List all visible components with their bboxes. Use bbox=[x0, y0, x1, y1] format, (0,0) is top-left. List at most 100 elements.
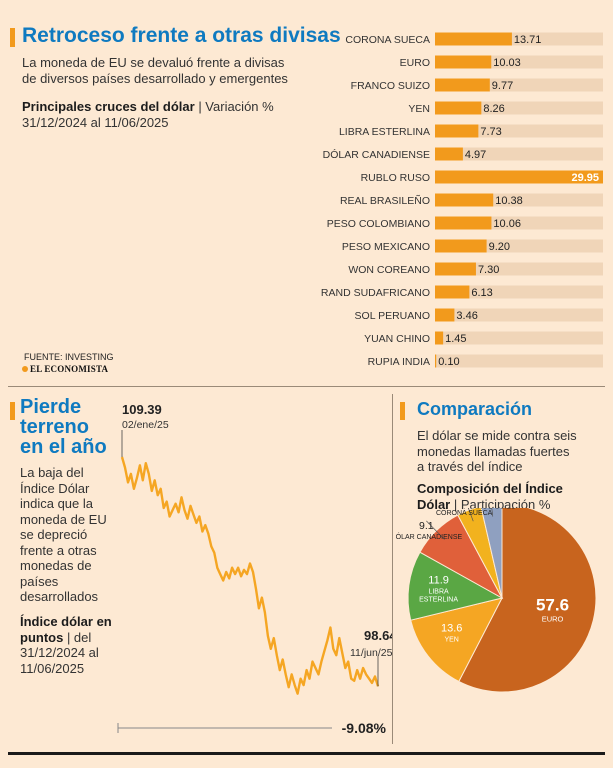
bar-value-label: 10.03 bbox=[493, 57, 521, 69]
pie-slice bbox=[407, 551, 504, 621]
pie-category-label: EURO bbox=[542, 614, 564, 623]
source-label: FUENTE: INVESTING bbox=[24, 352, 114, 362]
infographic-frame bbox=[8, 8, 605, 755]
pie-slice bbox=[410, 597, 503, 683]
currency-bar-chart: CORONA SUECA 13.71 EURO 10.03 FRANCO SUIZO 9.… bbox=[321, 32, 603, 368]
section1-subtitle-rest: | Variación % bbox=[194, 99, 274, 114]
bar bbox=[435, 147, 463, 161]
bar-category-label: DÓLAR CANADIENSE bbox=[323, 148, 430, 161]
bar-category-label: PESO MEXICANO bbox=[342, 241, 430, 253]
bar-track bbox=[435, 331, 603, 345]
divider-horizontal bbox=[8, 386, 605, 387]
bar-value-label: 9.20 bbox=[489, 241, 510, 253]
bar bbox=[435, 101, 482, 115]
pie-category-label: YEN bbox=[444, 637, 458, 644]
bar-category-label: SOL PERUANO bbox=[355, 310, 430, 322]
pie-category-label: ESTERLINA bbox=[419, 596, 458, 603]
bar-value-label: 8.26 bbox=[483, 103, 504, 115]
logo-text: EL ECONOMISTA bbox=[30, 364, 109, 374]
bar-category-label: WON COREANO bbox=[348, 264, 430, 276]
start-date-label: 02/ene/25 bbox=[122, 419, 169, 431]
bar bbox=[435, 354, 437, 368]
bar bbox=[435, 124, 479, 138]
bar-category-label: RUBLO RUSO bbox=[361, 172, 430, 184]
accent-bar-1 bbox=[10, 28, 15, 47]
bar bbox=[435, 331, 444, 345]
section2-description: La baja del Índice Dólar indica que la m… bbox=[20, 465, 107, 604]
bar-category-label: YUAN CHINO bbox=[364, 333, 430, 345]
section1-subtitle: Principales cruces del dólar | Variación… bbox=[22, 99, 290, 130]
bar-value-label: 1.45 bbox=[445, 333, 466, 345]
section3-title: Comparación bbox=[417, 399, 533, 419]
bar bbox=[435, 239, 487, 253]
section3-description: El dólar se mide contra seis monedas lla… bbox=[417, 428, 577, 474]
pie-slice bbox=[480, 508, 503, 599]
pie-category-label: DÓLAR CANADIENSE bbox=[396, 532, 462, 541]
pie-leader-line bbox=[426, 520, 445, 540]
bar bbox=[435, 78, 490, 92]
section3-subtitle-bold: Composición del Índice Dólar bbox=[417, 481, 563, 512]
accent-bar-3 bbox=[400, 402, 405, 420]
pie-category-label: FRANCO SUIZO bbox=[463, 508, 516, 511]
bar-value-label: 29.95 bbox=[571, 172, 599, 184]
bar-category-label: FRANCO SUIZO bbox=[351, 80, 430, 92]
pie-value-label: 11.9 bbox=[428, 574, 449, 586]
end-date-label: 11/jun/25 bbox=[350, 647, 392, 659]
bar-value-label: 10.06 bbox=[493, 218, 521, 230]
section2-subtitle-rest: | del 31/12/2024 al 11/06/2025 bbox=[20, 629, 99, 676]
publisher-logo: EL ECONOMISTA bbox=[22, 364, 108, 374]
accent-bar-2 bbox=[10, 402, 15, 420]
bar-value-label: 6.13 bbox=[471, 287, 492, 299]
bar-value-label: 7.73 bbox=[480, 126, 501, 138]
section2-subtitle-bold: Índice dólar en puntos bbox=[20, 614, 112, 645]
bar-value-label: 4.97 bbox=[465, 149, 486, 161]
pie-leader-line bbox=[491, 508, 494, 517]
bar-track bbox=[435, 262, 603, 276]
pie-value-label: 9.1 bbox=[419, 520, 434, 532]
bar-value-label: 3.46 bbox=[456, 310, 477, 322]
end-value-label: 98.64 bbox=[364, 628, 392, 643]
bar bbox=[435, 262, 476, 276]
bar bbox=[435, 216, 492, 230]
bar-category-label: PESO COLOMBIANO bbox=[327, 218, 430, 230]
line-series bbox=[120, 456, 380, 695]
bar-track bbox=[435, 147, 603, 161]
section2-title-line-1: Pierde bbox=[20, 396, 82, 418]
bar-track bbox=[435, 354, 603, 368]
logo-mark-icon bbox=[22, 366, 28, 372]
bar bbox=[435, 308, 455, 322]
bar-category-label: LIBRA ESTERLINA bbox=[339, 126, 430, 138]
section1-description: La moneda de EU se devaluó frente a divi… bbox=[22, 55, 288, 86]
section2-title-line-3: en el año bbox=[20, 436, 107, 458]
bar-category-label: CORONA SUECA bbox=[345, 34, 430, 46]
pie-value-label: 57.6 bbox=[536, 595, 569, 614]
bar bbox=[435, 55, 492, 69]
bar bbox=[435, 193, 494, 207]
pie-category-label: LIBRA bbox=[428, 588, 449, 595]
dollar-index-line-chart: 109.39 02/ene/25 98.64 11/jun/25 -9.08% bbox=[117, 402, 392, 736]
section2-title-line-2: terreno bbox=[20, 416, 89, 438]
bar-value-label: 7.30 bbox=[478, 264, 499, 276]
section2-subtitle: Índice dólar en puntos | del 31/12/2024 … bbox=[20, 614, 116, 676]
bar-value-label: 10.38 bbox=[495, 195, 523, 207]
section1-title: Retroceso frente a otras divisas bbox=[22, 24, 341, 47]
bar-track bbox=[435, 285, 603, 299]
bar bbox=[435, 170, 603, 184]
bar-category-label: REAL BRASILEÑO bbox=[340, 194, 430, 207]
bar bbox=[435, 32, 512, 46]
bar-category-label: RAND SUDAFRICANO bbox=[321, 287, 430, 299]
section1-subtitle-bold: Principales cruces del dólar bbox=[22, 99, 195, 114]
bar-track bbox=[435, 308, 603, 322]
bar-category-label: RUPIA INDIA bbox=[368, 356, 430, 368]
bar bbox=[435, 285, 470, 299]
pie-slice bbox=[458, 508, 597, 693]
divider-vertical bbox=[392, 394, 393, 744]
bar-category-label: EURO bbox=[400, 57, 430, 69]
bar-category-label: YEN bbox=[408, 103, 430, 115]
pie-category-label: CORONA SUECA bbox=[436, 510, 493, 517]
pie-leader-line bbox=[467, 508, 474, 522]
section2-title: Pierde terreno en el año bbox=[20, 397, 107, 457]
pie-value-label: 13.6 bbox=[441, 623, 462, 635]
change-label: -9.08% bbox=[342, 720, 387, 736]
